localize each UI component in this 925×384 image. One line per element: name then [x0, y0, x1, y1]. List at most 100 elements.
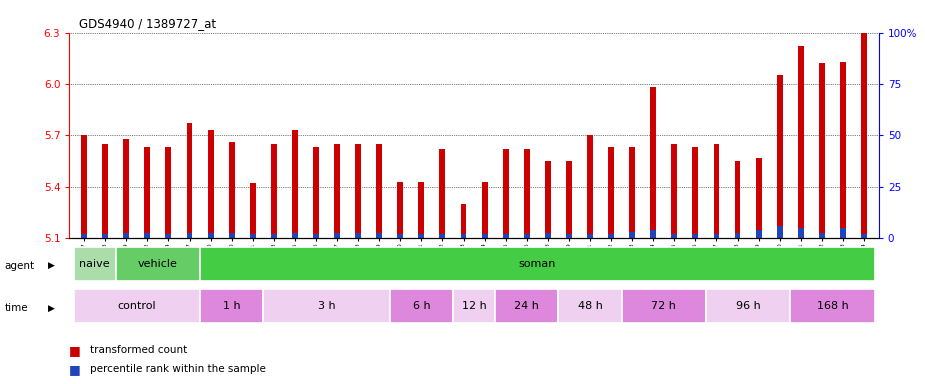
- Text: ▶: ▶: [48, 303, 55, 313]
- Text: percentile rank within the sample: percentile rank within the sample: [90, 364, 265, 374]
- Text: 1 h: 1 h: [223, 301, 240, 311]
- Bar: [200, 247, 874, 281]
- Bar: [672, 144, 677, 238]
- Bar: [228, 233, 235, 238]
- Text: 3 h: 3 h: [317, 301, 336, 311]
- Text: transformed count: transformed count: [90, 345, 187, 355]
- Bar: [502, 234, 509, 238]
- Bar: [559, 290, 622, 323]
- Text: vehicle: vehicle: [138, 259, 178, 269]
- Bar: [819, 233, 825, 238]
- Bar: [103, 144, 108, 238]
- Bar: [398, 182, 403, 238]
- Bar: [264, 290, 389, 323]
- Bar: [292, 130, 298, 238]
- Bar: [398, 234, 403, 238]
- Bar: [672, 234, 677, 238]
- Bar: [566, 233, 572, 238]
- Bar: [650, 88, 656, 238]
- Bar: [271, 144, 277, 238]
- Bar: [166, 234, 171, 238]
- Bar: [650, 230, 656, 238]
- Bar: [756, 230, 761, 238]
- Bar: [566, 161, 572, 238]
- Bar: [482, 182, 487, 238]
- Bar: [144, 147, 150, 238]
- Bar: [334, 144, 340, 238]
- Bar: [81, 234, 87, 238]
- Bar: [418, 182, 425, 238]
- Bar: [819, 63, 825, 238]
- Bar: [313, 234, 319, 238]
- Text: naive: naive: [80, 259, 110, 269]
- Bar: [713, 233, 720, 238]
- Bar: [453, 290, 495, 323]
- Bar: [502, 149, 509, 238]
- Bar: [756, 157, 761, 238]
- Bar: [608, 234, 614, 238]
- Bar: [587, 136, 593, 238]
- Bar: [734, 233, 741, 238]
- Bar: [713, 144, 720, 238]
- Bar: [790, 290, 874, 323]
- Bar: [693, 234, 698, 238]
- Bar: [734, 161, 741, 238]
- Bar: [797, 228, 804, 238]
- Bar: [777, 226, 783, 238]
- Bar: [228, 142, 235, 238]
- Bar: [861, 33, 867, 238]
- Bar: [608, 147, 614, 238]
- Bar: [622, 290, 706, 323]
- Bar: [292, 233, 298, 238]
- Bar: [439, 234, 446, 238]
- Bar: [840, 228, 845, 238]
- Bar: [200, 290, 264, 323]
- Bar: [207, 233, 214, 238]
- Bar: [495, 290, 559, 323]
- Bar: [629, 147, 635, 238]
- Text: 24 h: 24 h: [514, 301, 539, 311]
- Bar: [355, 233, 361, 238]
- Bar: [123, 139, 130, 238]
- Text: soman: soman: [519, 259, 556, 269]
- Bar: [144, 233, 150, 238]
- Bar: [355, 144, 361, 238]
- Text: 48 h: 48 h: [577, 301, 602, 311]
- Bar: [74, 290, 200, 323]
- Text: ■: ■: [69, 363, 81, 376]
- Bar: [376, 233, 382, 238]
- Bar: [777, 75, 783, 238]
- Bar: [861, 234, 867, 238]
- Bar: [187, 233, 192, 238]
- Bar: [461, 234, 466, 238]
- Bar: [629, 232, 635, 238]
- Text: 168 h: 168 h: [817, 301, 848, 311]
- Bar: [250, 183, 255, 238]
- Text: 6 h: 6 h: [413, 301, 430, 311]
- Bar: [524, 233, 530, 238]
- Bar: [587, 234, 593, 238]
- Bar: [461, 204, 466, 238]
- Bar: [693, 147, 698, 238]
- Text: ▶: ▶: [48, 261, 55, 270]
- Text: ■: ■: [69, 344, 81, 357]
- Bar: [74, 247, 116, 281]
- Bar: [524, 149, 530, 238]
- Bar: [389, 290, 453, 323]
- Bar: [123, 233, 130, 238]
- Text: 12 h: 12 h: [462, 301, 487, 311]
- Text: 72 h: 72 h: [651, 301, 676, 311]
- Bar: [482, 234, 487, 238]
- Bar: [545, 233, 550, 238]
- Bar: [376, 144, 382, 238]
- Bar: [797, 46, 804, 238]
- Bar: [418, 233, 425, 238]
- Bar: [187, 123, 192, 238]
- Bar: [81, 136, 87, 238]
- Bar: [166, 147, 171, 238]
- Bar: [334, 233, 340, 238]
- Text: GDS4940 / 1389727_at: GDS4940 / 1389727_at: [79, 17, 216, 30]
- Text: control: control: [117, 301, 156, 311]
- Bar: [439, 149, 446, 238]
- Bar: [271, 233, 277, 238]
